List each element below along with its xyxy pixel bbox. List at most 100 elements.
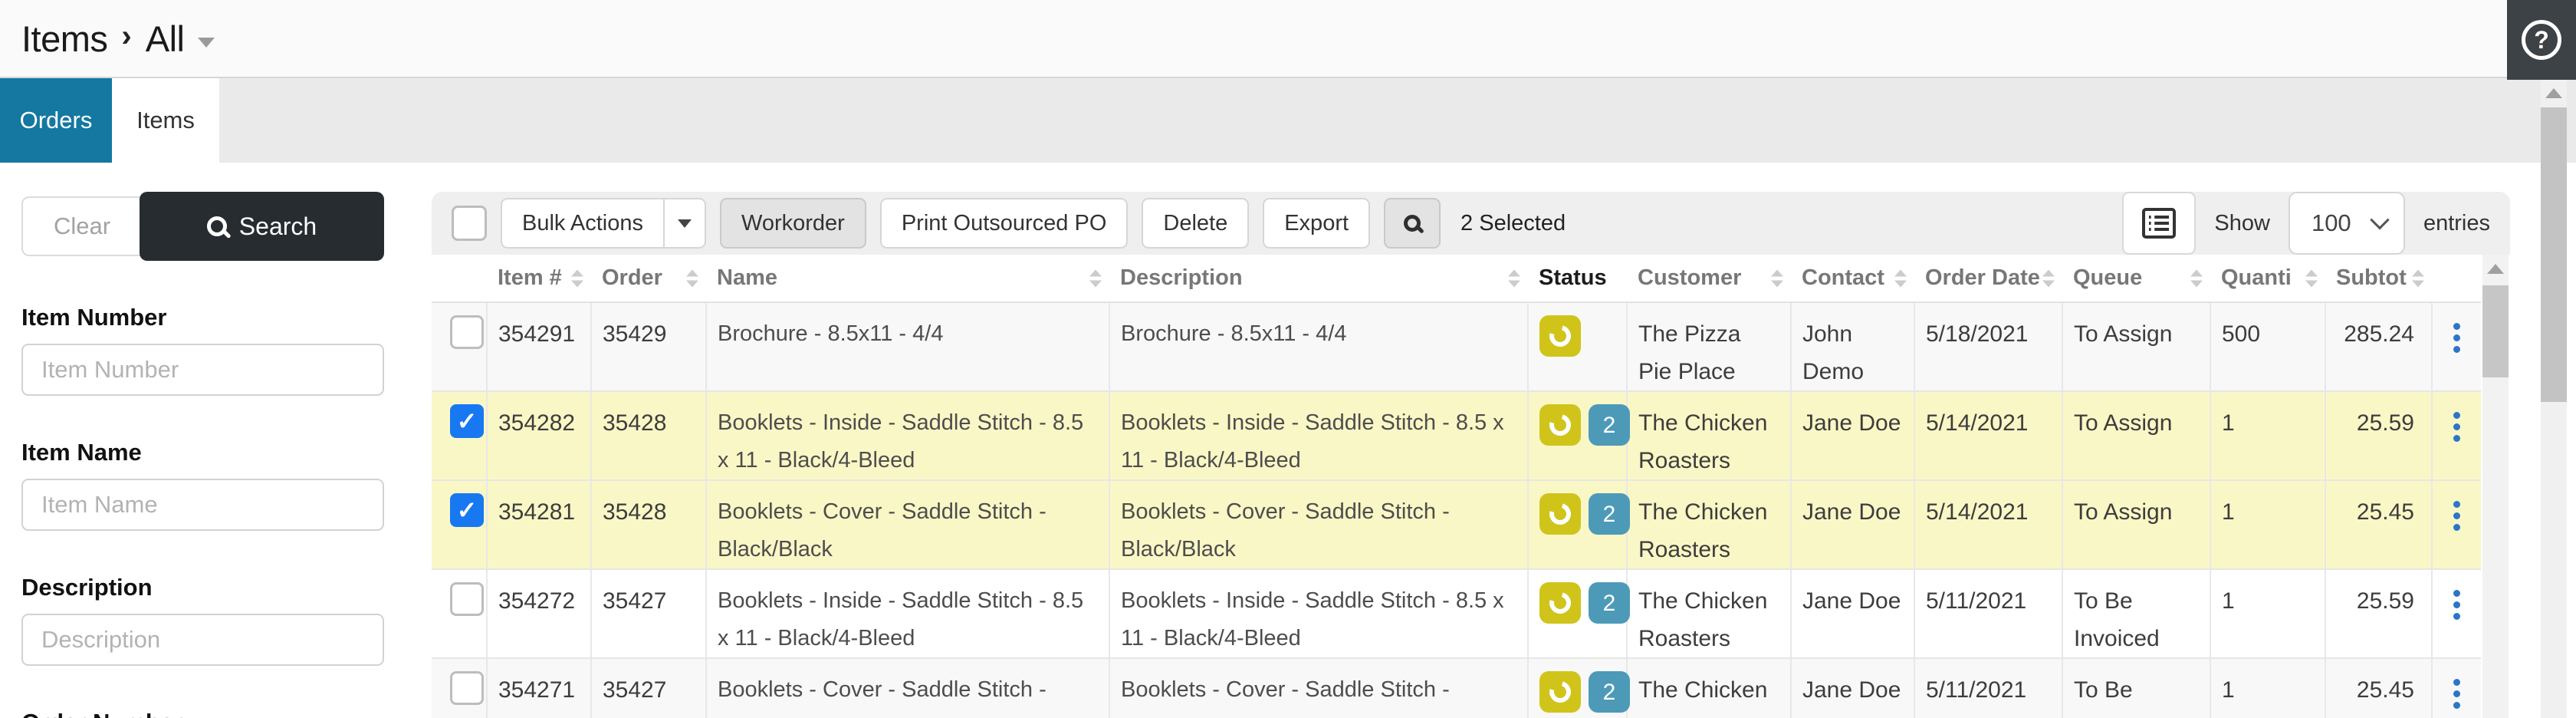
cell-quantity: 1 bbox=[2210, 391, 2326, 481]
cell-name: Booklets - Inside - Saddle Stitch - 8.5 … bbox=[706, 569, 1110, 659]
row-menu-icon[interactable] bbox=[2443, 493, 2470, 531]
breadcrumb-current[interactable]: All bbox=[145, 18, 185, 59]
status-count-badge[interactable]: 2 bbox=[1589, 671, 1630, 713]
header-contact[interactable]: Contact bbox=[1791, 255, 1914, 303]
item-name-input[interactable] bbox=[21, 479, 384, 531]
bulk-actions-caret-button[interactable] bbox=[664, 198, 706, 249]
table-row[interactable]: 354281 35428 Booklets - Cover - Saddle S… bbox=[432, 480, 2481, 570]
table-search-button[interactable] bbox=[1384, 198, 1441, 249]
search-icon bbox=[206, 216, 227, 236]
status-pending-icon[interactable] bbox=[1539, 582, 1581, 624]
header-description[interactable]: Description bbox=[1109, 255, 1528, 303]
status-count-badge[interactable]: 2 bbox=[1589, 404, 1630, 446]
row-menu-icon[interactable] bbox=[2443, 404, 2470, 442]
scroll-up-arrow-icon[interactable] bbox=[2482, 255, 2509, 282]
status-pending-icon[interactable] bbox=[1539, 493, 1581, 535]
items-table: Item # Order Name Description Status Cus… bbox=[432, 255, 2481, 718]
table-toolbar: Bulk Actions Workorder Print Outsourced … bbox=[432, 192, 2510, 255]
header-actions-spacer bbox=[2432, 255, 2481, 303]
scroll-up-arrow-icon[interactable] bbox=[2541, 80, 2567, 106]
entries-label: entries bbox=[2423, 210, 2490, 235]
export-button[interactable]: Export bbox=[1263, 198, 1371, 249]
cell-status: 2 bbox=[1528, 480, 1630, 570]
help-button[interactable]: ? bbox=[2507, 0, 2576, 80]
status-pending-icon[interactable] bbox=[1539, 671, 1581, 713]
status-pending-icon[interactable] bbox=[1539, 315, 1581, 357]
bulk-actions-button[interactable]: Bulk Actions bbox=[501, 198, 665, 249]
header-subtotal[interactable]: Subtot bbox=[2325, 255, 2432, 303]
cell-customer: The Chicken Roasters bbox=[1627, 569, 1792, 659]
toolbar-right-group: Show 100 entries bbox=[2122, 192, 2490, 255]
cell-item-number: 354282 bbox=[487, 391, 592, 481]
page-size-select[interactable]: 100 bbox=[2288, 192, 2405, 255]
header-quantity[interactable]: Quanti bbox=[2210, 255, 2325, 303]
row-checkbox[interactable] bbox=[450, 671, 484, 705]
search-button[interactable]: Search bbox=[140, 192, 384, 261]
row-menu-icon[interactable] bbox=[2443, 582, 2470, 620]
cell-description: Booklets - Inside - Saddle Stitch - 8.5 … bbox=[1109, 569, 1529, 659]
table-scrollbar-thumb[interactable] bbox=[2482, 285, 2509, 377]
row-menu-icon[interactable] bbox=[2443, 671, 2470, 709]
cell-quantity: 1 bbox=[2210, 569, 2326, 659]
table-row[interactable]: 354291 35429 Brochure - 8.5x11 - 4/4 Bro… bbox=[432, 302, 2481, 392]
tab-bar: Orders Items bbox=[0, 78, 2576, 163]
cell-customer: The Chicken Roasters bbox=[1627, 480, 1792, 570]
status-count-badge[interactable]: 2 bbox=[1589, 582, 1630, 624]
cell-name: Booklets - Cover - Saddle Stitch - Black… bbox=[706, 480, 1110, 570]
sort-icon bbox=[2412, 269, 2424, 287]
cell-contact: Jane Doe bbox=[1791, 391, 1915, 481]
cell-order-date: 5/18/2021 bbox=[1914, 302, 2063, 392]
cell-status: 2 bbox=[1528, 569, 1630, 659]
row-checkbox[interactable] bbox=[450, 493, 484, 527]
field-group-order-number: Order Number bbox=[21, 709, 384, 718]
cell-item-number: 354281 bbox=[487, 480, 592, 570]
cell-contact: Jane Doe bbox=[1791, 480, 1915, 570]
breadcrumb-dropdown-caret-icon[interactable] bbox=[198, 37, 215, 48]
select-all-checkbox[interactable] bbox=[452, 206, 487, 241]
header-order[interactable]: Order bbox=[591, 255, 706, 303]
header-order-date[interactable]: Order Date bbox=[1914, 255, 2062, 303]
tab-items[interactable]: Items bbox=[112, 78, 219, 163]
cell-order-date: 5/14/2021 bbox=[1914, 480, 2063, 570]
item-name-label: Item Name bbox=[21, 439, 142, 466]
tab-orders[interactable]: Orders bbox=[0, 78, 112, 163]
chevron-down-icon bbox=[677, 219, 692, 228]
cell-quantity: 1 bbox=[2210, 480, 2326, 570]
page-scrollbar-thumb[interactable] bbox=[2541, 107, 2567, 402]
item-number-input[interactable] bbox=[21, 344, 384, 396]
header-name[interactable]: Name bbox=[706, 255, 1109, 303]
clear-button[interactable]: Clear bbox=[21, 196, 143, 256]
status-pending-icon[interactable] bbox=[1539, 404, 1581, 446]
workorder-button[interactable]: Workorder bbox=[719, 198, 866, 249]
header-customer[interactable]: Customer bbox=[1627, 255, 1791, 303]
header-queue[interactable]: Queue bbox=[2062, 255, 2210, 303]
status-count-badge[interactable]: 2 bbox=[1589, 493, 1630, 535]
table-row[interactable]: 354282 35428 Booklets - Inside - Saddle … bbox=[432, 391, 2481, 481]
sort-icon bbox=[1508, 269, 1520, 287]
cell-order-number: 35427 bbox=[591, 658, 707, 718]
breadcrumb-root[interactable]: Items bbox=[21, 18, 108, 59]
cell-contact: Jane Doe bbox=[1791, 569, 1915, 659]
header-item-number[interactable]: Item # bbox=[487, 255, 591, 303]
cell-actions bbox=[2432, 658, 2481, 718]
row-menu-icon[interactable] bbox=[2443, 315, 2470, 353]
cell-queue: To Be Invoiced bbox=[2062, 569, 2211, 659]
row-checkbox[interactable] bbox=[450, 315, 484, 349]
delete-button[interactable]: Delete bbox=[1142, 198, 1250, 249]
content-area: Clear Search Item Number Item Name Descr… bbox=[0, 163, 2576, 718]
row-checkbox[interactable] bbox=[450, 404, 484, 438]
list-view-button[interactable] bbox=[2122, 192, 2196, 255]
table-scrollbar[interactable] bbox=[2482, 255, 2509, 718]
table-row[interactable]: 354272 35427 Booklets - Inside - Saddle … bbox=[432, 569, 2481, 659]
description-input[interactable] bbox=[21, 614, 384, 666]
field-group-item-name: Item Name bbox=[21, 439, 384, 531]
table-row[interactable]: 354271 35427 Booklets - Cover - Saddle S… bbox=[432, 658, 2481, 718]
cell-description: Brochure - 8.5x11 - 4/4 bbox=[1109, 302, 1529, 392]
item-number-label: Item Number bbox=[21, 304, 167, 331]
sort-icon bbox=[2305, 269, 2318, 287]
page-scrollbar[interactable] bbox=[2541, 80, 2567, 718]
row-checkbox[interactable] bbox=[450, 582, 484, 616]
header-status: Status bbox=[1528, 255, 1627, 303]
print-outsourced-po-button[interactable]: Print Outsourced PO bbox=[879, 198, 1129, 249]
table-header-row: Item # Order Name Description Status Cus… bbox=[432, 255, 2481, 303]
